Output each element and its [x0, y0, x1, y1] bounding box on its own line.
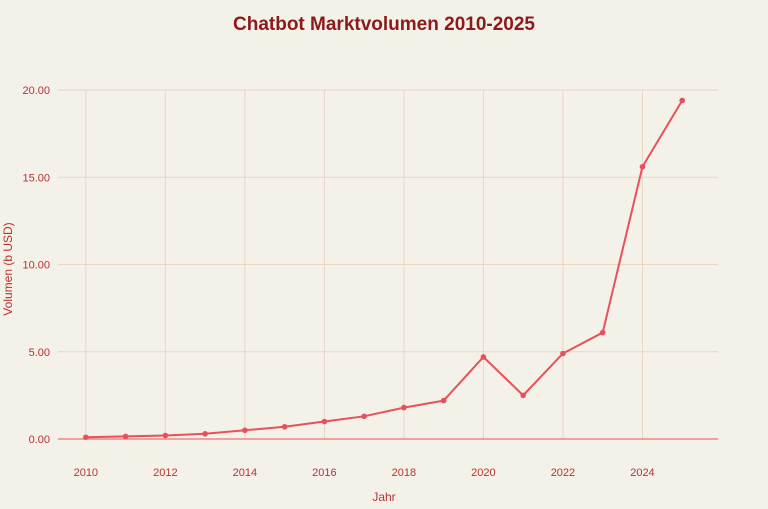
data-point — [242, 427, 248, 434]
x-tick-label: 2018 — [392, 467, 416, 479]
y-tick-label: 5.00 — [29, 347, 50, 359]
x-tick-label: 2022 — [551, 467, 575, 479]
tick-labels: 2010 2012 2014 2016 2018 2020 2022 2024 0.00 5.00… — [22, 85, 654, 479]
grid — [58, 89, 718, 439]
data-point — [560, 350, 566, 357]
data-point — [162, 432, 169, 439]
x-tick-label: 2012 — [153, 467, 177, 479]
data-point — [401, 404, 407, 411]
x-tick-label: 2016 — [312, 467, 336, 479]
x-tick-label: 2024 — [630, 467, 654, 479]
data-point — [480, 354, 487, 360]
y-tick-label: 15.00 — [22, 172, 50, 184]
data-point — [639, 163, 646, 170]
x-axis-label: Jahr — [372, 490, 396, 504]
data-point — [679, 97, 686, 104]
chart-title: Chatbot Marktvolumen 2010-2025 — [233, 14, 535, 35]
data-point — [83, 434, 89, 441]
data-point — [281, 423, 288, 430]
series — [83, 97, 686, 441]
x-tick-label: 2010 — [74, 467, 98, 479]
data-point — [122, 433, 129, 440]
data-point — [321, 418, 328, 425]
data-point — [520, 392, 526, 399]
x-tick-label: 2014 — [233, 467, 257, 479]
data-point — [361, 413, 367, 420]
data-point — [599, 329, 606, 336]
data-point — [440, 397, 447, 404]
y-tick-label: 0.00 — [29, 434, 50, 446]
y-tick-label: 10.00 — [22, 260, 50, 272]
data-point — [202, 430, 208, 437]
y-axis-label: Volumen (b USD) — [1, 222, 15, 316]
series-line — [85, 99, 684, 439]
y-tick-label: 20.00 — [22, 85, 50, 97]
x-tick-label: 2020 — [471, 467, 495, 479]
